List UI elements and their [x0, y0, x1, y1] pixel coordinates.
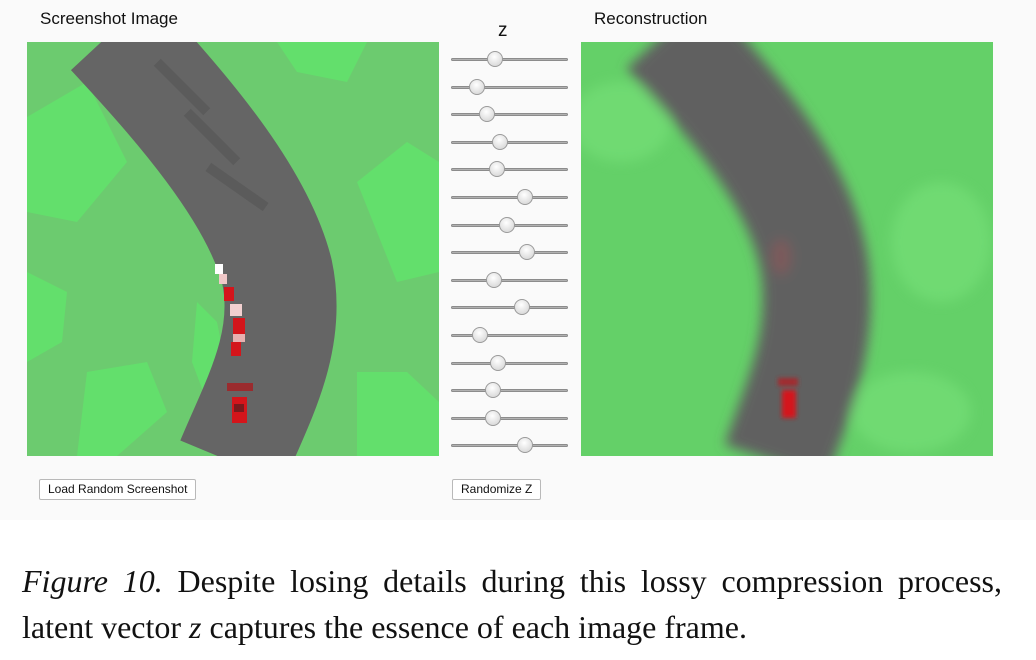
slider-track[interactable]: [451, 140, 568, 144]
reconstruction-image: [581, 42, 993, 456]
reconstructed-car: [778, 378, 798, 418]
reconstruction-canvas: [581, 42, 993, 456]
slider-thumb[interactable]: [468, 78, 485, 95]
z-slider-8[interactable]: [451, 244, 568, 261]
z-slider-14[interactable]: [451, 409, 568, 426]
z-slider-1[interactable]: [451, 51, 568, 67]
z-slider-10[interactable]: [451, 299, 568, 316]
slider-track[interactable]: [451, 113, 568, 117]
slider-thumb[interactable]: [499, 216, 516, 233]
randomize-z-button[interactable]: Randomize Z: [452, 479, 542, 500]
z-slider-7[interactable]: [451, 216, 568, 233]
slider-thumb[interactable]: [492, 133, 509, 150]
screenshot-image-title: Screenshot Image: [40, 9, 178, 28]
slider-track[interactable]: [451, 251, 568, 255]
z-slider-11[interactable]: [451, 327, 568, 343]
slider-thumb[interactable]: [519, 244, 536, 261]
slider-thumb[interactable]: [472, 327, 489, 343]
slider-track[interactable]: [451, 444, 568, 448]
z-slider-9[interactable]: [451, 271, 568, 288]
caption-z-symbol: z: [189, 609, 202, 645]
caption-label: Figure 10.: [22, 563, 163, 599]
slider-track[interactable]: [451, 278, 568, 282]
slider-track[interactable]: [451, 334, 568, 337]
z-slider-2[interactable]: [451, 78, 568, 95]
figure-caption: Figure 10. Despite losing details during…: [22, 558, 1002, 650]
slider-track[interactable]: [451, 196, 568, 199]
slider-track[interactable]: [451, 168, 568, 172]
slider-thumb[interactable]: [516, 189, 533, 205]
slider-track[interactable]: [451, 361, 568, 365]
app-window: Screenshot Image z Reconstruction: [27, 9, 993, 500]
z-slider-3[interactable]: [451, 106, 568, 123]
road-curb-markers: [215, 264, 245, 356]
z-slider-5[interactable]: [451, 161, 568, 178]
slider-thumb[interactable]: [485, 382, 502, 399]
slider-thumb[interactable]: [487, 51, 504, 67]
slider-thumb[interactable]: [479, 106, 496, 123]
slider-track[interactable]: [451, 416, 568, 420]
slider-track[interactable]: [451, 389, 568, 393]
reconstruction-title: Reconstruction: [594, 9, 708, 28]
slider-track[interactable]: [451, 85, 568, 89]
caption-text-part2: captures the essence of each image frame…: [201, 609, 747, 645]
slider-thumb[interactable]: [514, 299, 531, 316]
load-random-screenshot-button[interactable]: Load Random Screenshot: [39, 479, 197, 500]
screenshot-image-canvas: [27, 42, 439, 456]
z-slider-15[interactable]: [451, 437, 568, 454]
slider-thumb[interactable]: [489, 354, 506, 371]
slider-thumb[interactable]: [516, 437, 533, 454]
slider-track[interactable]: [451, 58, 568, 61]
slider-track[interactable]: [451, 306, 568, 310]
car-sprite: [227, 383, 253, 423]
slider-thumb[interactable]: [486, 271, 503, 288]
screenshot-image: [27, 42, 439, 456]
z-slider-12[interactable]: [451, 354, 568, 371]
slider-thumb[interactable]: [485, 409, 502, 426]
z-slider-6[interactable]: [451, 189, 568, 205]
z-title: z: [498, 20, 508, 41]
z-slider-13[interactable]: [451, 382, 568, 399]
slider-thumb[interactable]: [488, 161, 505, 178]
caption-text-part1: Despite losing details during this lossy…: [22, 563, 1003, 645]
z-slider-4[interactable]: [451, 133, 568, 150]
